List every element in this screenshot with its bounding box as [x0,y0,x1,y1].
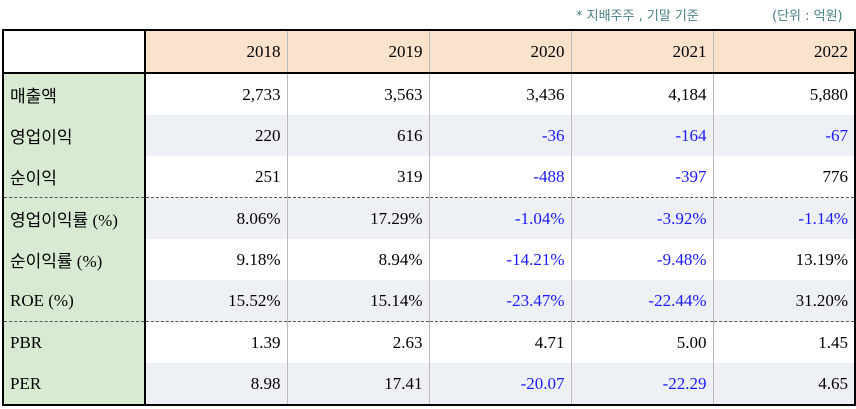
row-label: PER [2,363,146,406]
corner-cell [2,29,146,74]
year-header: 2022 [712,29,856,74]
value-cell: -1.04% [428,197,571,239]
value-cell: 17.41 [286,363,429,406]
unit-note: (단위 : 억원) [772,9,843,24]
value-cell: 5,880 [712,73,856,115]
value-cell: -488 [428,156,571,198]
table-row: 영업이익률 (%) 8.06% 17.29% -1.04% -3.92% -1.… [2,197,856,239]
table-row: 영업이익 220 616 -36 -164 -67 [2,115,856,156]
value-cell: -67 [712,115,856,156]
table-row: 매출액 2,733 3,563 3,436 4,184 5,880 [2,73,856,115]
value-cell: -14.21% [428,239,571,280]
value-cell: 616 [286,115,429,156]
row-label: 순이익률 (%) [2,239,146,280]
year-header: 2020 [428,29,571,74]
basis-note: * 지배주주 , 기말 기준 [576,9,699,24]
value-cell: 319 [286,156,429,198]
table-row: 순이익 251 319 -488 -397 776 [2,156,856,198]
value-cell: 8.06% [144,197,287,239]
value-cell: 251 [144,156,287,198]
value-cell: -20.07 [428,363,571,406]
row-label: 매출액 [2,73,146,115]
row-label: 영업이익률 (%) [2,197,146,239]
value-cell: 1.39 [144,321,287,363]
value-cell: -397 [570,156,713,198]
value-cell: 9.18% [144,239,287,280]
value-cell: -22.44% [570,280,713,322]
value-cell: 4,184 [570,73,713,115]
value-cell: -22.29 [570,363,713,406]
table-row: 순이익률 (%) 9.18% 8.94% -14.21% -9.48% 13.1… [2,239,856,280]
value-cell: 2,733 [144,73,287,115]
row-label: ROE (%) [2,280,146,322]
year-header: 2018 [144,29,287,74]
value-cell: 31.20% [712,280,856,322]
value-cell: -1.14% [712,197,856,239]
value-cell: -23.47% [428,280,571,322]
value-cell: 1.45 [712,321,856,363]
table-row: PER 8.98 17.41 -20.07 -22.29 4.65 [2,363,856,406]
value-cell: 4.65 [712,363,856,406]
value-cell: 8.94% [286,239,429,280]
year-header: 2019 [286,29,429,74]
value-cell: 15.14% [286,280,429,322]
value-cell: 220 [144,115,287,156]
header-row: 2018 2019 2020 2021 2022 [2,29,856,74]
value-cell: -3.92% [570,197,713,239]
row-label: 순이익 [2,156,146,198]
table-notes: * 지배주주 , 기말 기준 (단위 : 억원) [0,5,856,27]
value-cell: 3,563 [286,73,429,115]
value-cell: 2.63 [286,321,429,363]
value-cell: 5.00 [570,321,713,363]
table-row: ROE (%) 15.52% 15.14% -23.47% -22.44% 31… [2,280,856,322]
value-cell: -9.48% [570,239,713,280]
value-cell: 13.19% [712,239,856,280]
value-cell: 8.98 [144,363,287,406]
year-header: 2021 [570,29,713,74]
value-cell: 4.71 [428,321,571,363]
value-cell: -164 [570,115,713,156]
value-cell: 3,436 [428,73,571,115]
value-cell: 17.29% [286,197,429,239]
value-cell: -36 [428,115,571,156]
value-cell: 15.52% [144,280,287,322]
row-label: 영업이익 [2,115,146,156]
table-row: PBR 1.39 2.63 4.71 5.00 1.45 [2,321,856,363]
row-label: PBR [2,321,146,363]
financial-table: 2018 2019 2020 2021 2022 매출액 2,733 3,563… [2,29,856,406]
value-cell: 776 [712,156,856,198]
